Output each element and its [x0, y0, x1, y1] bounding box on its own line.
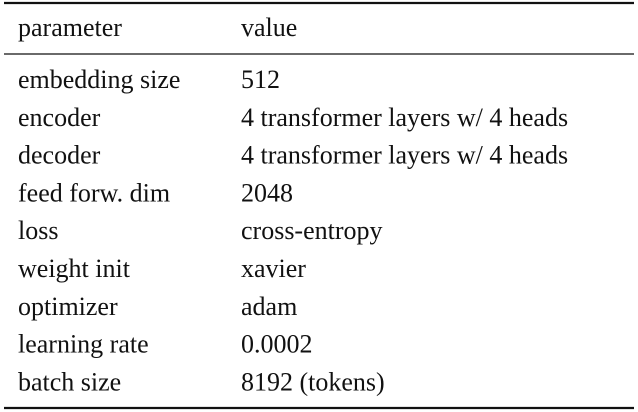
parameter-cell: feed forw. dim — [18, 178, 170, 207]
parameter-cell: embedding size — [18, 65, 180, 94]
value-cell: 4 transformer layers w/ 4 heads — [241, 103, 568, 132]
parameter-cell: encoder — [18, 103, 101, 132]
value-cell: adam — [241, 292, 297, 321]
parameter-cell: loss — [18, 216, 58, 245]
parameter-cell: optimizer — [18, 292, 118, 321]
value-cell: 4 transformer layers w/ 4 heads — [241, 141, 568, 170]
header-cell: parameter — [18, 13, 122, 42]
parameter-cell: decoder — [18, 141, 101, 170]
value-cell: 2048 — [241, 178, 293, 207]
value-cell: cross-entropy — [241, 216, 383, 245]
value-cell: 512 — [241, 65, 280, 94]
parameter-cell: learning rate — [18, 330, 149, 359]
value-cell: 8192 (tokens) — [241, 367, 385, 396]
value-cell: xavier — [241, 254, 306, 283]
parameter-cell: batch size — [18, 367, 121, 396]
parameter-cell: weight init — [18, 254, 131, 283]
header-cell: value — [241, 13, 297, 42]
value-cell: 0.0002 — [241, 330, 313, 359]
